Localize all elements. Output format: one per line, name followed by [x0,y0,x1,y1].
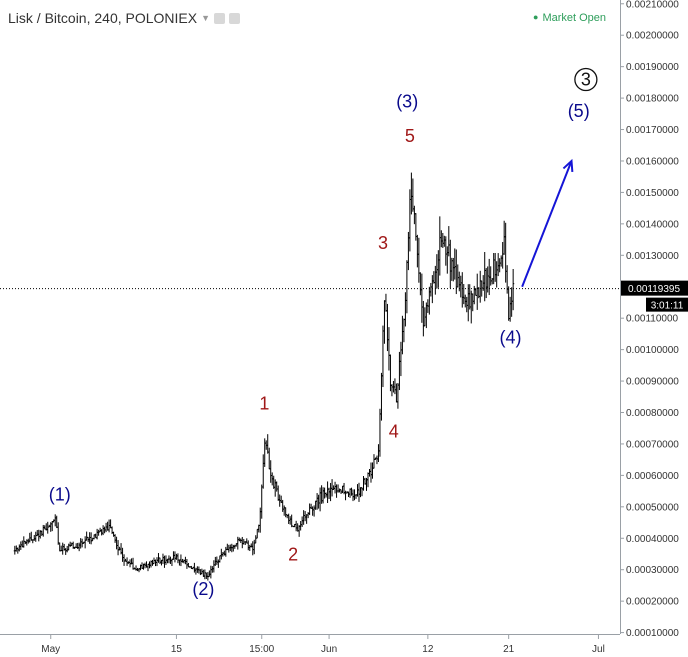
wave-labels: (1) (2) 1 2 3 4 5 (3) (4) (5) 3 [49,67,598,599]
current-price-tag: 0.00119395 3:01:11 [621,280,688,312]
projection-arrow [521,158,574,288]
price-tick-label: 0.00130000 [626,251,679,262]
time-tick-label: 12 [422,644,434,655]
price-tick-label: 0.00160000 [626,156,679,167]
price-tick-label: 0.00010000 [626,628,679,639]
price-tick-label: 0.00170000 [626,125,679,136]
price-tick-label: 0.00050000 [626,502,679,513]
wave-label: 2 [288,544,298,564]
price-tick-label: 0.00090000 [626,377,679,388]
countdown-tag-bg [646,297,688,312]
wave-label: (4) [499,327,521,347]
price-tick-label: 0.00080000 [626,408,679,419]
market-status-label: Market Open [542,12,607,24]
price-tick-label: 0.00020000 [626,597,679,608]
time-tick-label: 15:00 [249,644,274,655]
price-axis: 0.00210000 0.00200000 0.00190000 0.00180000… [620,0,679,639]
price-tick-label: 0.00040000 [626,534,679,545]
wave-label: (3) [396,92,418,112]
price-tick-label: 0.00190000 [626,62,679,73]
settings-icon[interactable] [214,13,226,24]
wave-label: (5) [568,101,590,121]
time-tick-label: 15 [171,644,183,655]
price-tag-bg [621,280,688,296]
wave-label: 1 [259,393,269,413]
wave-label: 3 [378,233,388,253]
time-tick-label: May [41,644,60,655]
price-tick-label: 0.00110000 [626,314,679,325]
time-tick-label: Jun [321,644,337,655]
price-tick-label: 0.00070000 [626,439,679,450]
price-tick-label: 0.00200000 [626,31,679,42]
price-tick-label: 0.00150000 [626,188,679,199]
price-tick-label: 0.00100000 [626,345,679,356]
price-tick-label: 0.00210000 [626,0,679,10]
status-dot-icon: ● [533,12,539,22]
wave-label: (2) [192,579,214,599]
arrow-shaft [521,160,573,288]
price-tag-label: 0.00119395 [628,284,681,295]
symbol-title[interactable]: Lisk / Bitcoin, 240, POLONIEX [8,10,198,26]
caret-down-icon[interactable]: ▼ [201,13,211,23]
countdown-label: 3:01:11 [651,301,684,312]
time-tick-label: Jul [592,644,605,655]
candles [13,172,515,581]
wave-label: 4 [389,422,399,442]
wave-label: (1) [49,485,71,505]
price-tick-label: 0.00060000 [626,471,679,482]
arrow-head [562,158,574,173]
wave-label: 3 [581,70,591,90]
screenshot-icon[interactable] [229,13,241,24]
wave-circle-mark [574,67,598,92]
time-tick-label: 21 [503,644,515,655]
price-tick-label: 0.00140000 [626,219,679,230]
wave-label: 5 [405,126,415,146]
chart-header: Lisk / Bitcoin, 240, POLONIEX ▼ [8,10,241,26]
market-status: ● Market Open [533,12,606,24]
price-tick-label: 0.00030000 [626,565,679,576]
time-axis: May 15 15:00 Jun 12 21 Jul [41,634,605,655]
price-tick-label: 0.00180000 [626,94,679,105]
